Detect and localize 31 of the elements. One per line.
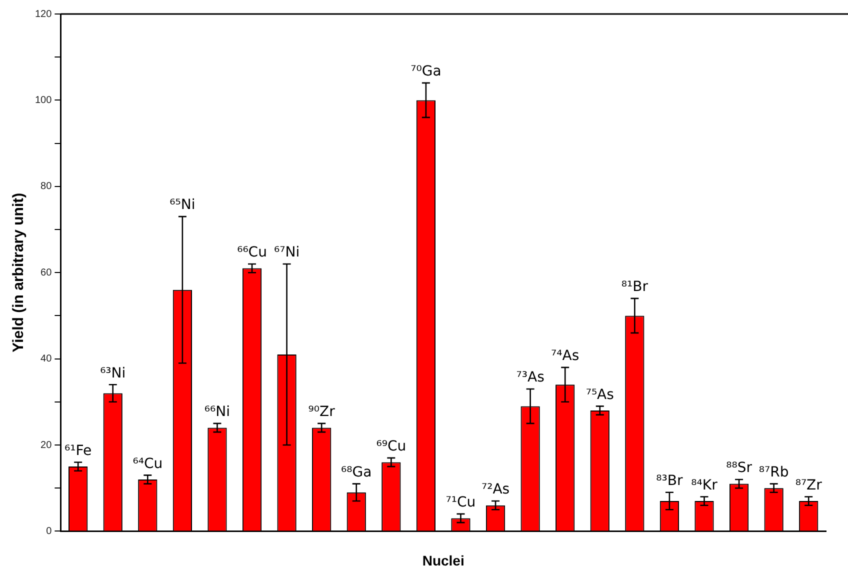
x-tick-label: ⁷⁵As xyxy=(586,386,614,403)
x-tick-label: ⁶³Ni xyxy=(100,365,126,382)
x-tick-label: ⁷²As xyxy=(481,482,510,498)
x-tick-label: ⁶¹Fe xyxy=(64,442,92,459)
x-tick-label: ⁸⁷Zr xyxy=(795,477,822,494)
y-tick-label: 80 xyxy=(40,181,52,192)
x-tick-label: ⁹⁰Zr xyxy=(308,404,336,420)
x-axis-title: Nuclei xyxy=(422,552,464,568)
x-tick-label: ⁸¹Br xyxy=(621,279,648,296)
y-tick-label: 20 xyxy=(40,440,52,451)
x-tick-label: ⁶⁴Cu xyxy=(132,456,163,472)
x-tick-label: ⁷⁴As xyxy=(551,348,580,364)
x-tick-label: ⁶⁷Ni xyxy=(274,244,300,261)
x-tick-label: ⁷⁰Ga xyxy=(410,64,442,80)
x-tick-label: ⁶⁶Cu xyxy=(237,244,267,261)
x-tick-label: ⁸⁴Kr xyxy=(691,477,718,494)
x-tick-label: ⁸⁷Rb xyxy=(758,464,789,480)
x-tick-label: ⁷¹Cu xyxy=(446,494,476,511)
y-tick-label: 60 xyxy=(40,267,52,278)
y-tick-label: 40 xyxy=(40,354,52,365)
x-tick-label: ⁶⁶Ni xyxy=(204,404,230,420)
y-tick-label: 0 xyxy=(46,526,52,537)
y-axis-title: Yield (in arbitrary unit) xyxy=(10,192,28,352)
x-tick-label: ⁸³Br xyxy=(656,473,683,490)
x-tick-label: ⁶⁸Ga xyxy=(341,464,372,480)
y-tick-label: 120 xyxy=(34,8,52,20)
x-tick-label: ⁶⁵Ni xyxy=(170,197,196,214)
x-tick-label: ⁶⁹Cu xyxy=(376,438,406,455)
x-tick-label: ⁷³As xyxy=(516,370,544,386)
x-tick-label: ⁸⁸Sr xyxy=(726,460,752,476)
y-tick-label: 100 xyxy=(34,94,52,106)
